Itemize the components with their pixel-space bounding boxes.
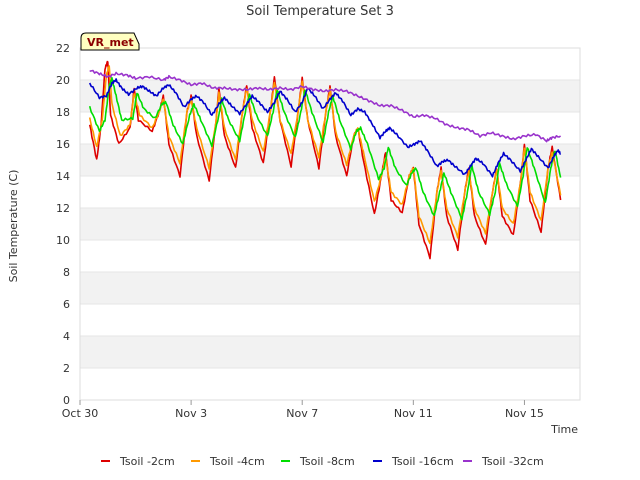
x-tick-label: Oct 30 (62, 407, 99, 420)
y-tick-label: 10 (56, 234, 70, 247)
plot-area-border (79, 47, 581, 401)
x-tick-label: Nov 3 (175, 407, 207, 420)
legend-label: Tsoil -2cm (119, 455, 175, 468)
grid-band (80, 304, 580, 336)
y-tick-label: 14 (56, 170, 70, 183)
legend-label: Tsoil -4cm (209, 455, 265, 468)
plot-background-bands (80, 48, 580, 401)
y-tick-label: 0 (63, 394, 70, 407)
series-line-tsoil-32cm (89, 69, 562, 143)
y-tick-label: 16 (56, 138, 70, 151)
y-tick-label: 4 (63, 330, 70, 343)
chart-title: Soil Temperature Set 3 (246, 4, 394, 19)
grid-band (80, 336, 580, 368)
series-line-tsoil-16cm (88, 78, 562, 178)
legend-label: Tsoil -16cm (391, 455, 454, 468)
site-tag-box (80, 32, 140, 51)
y-tick-label: 2 (63, 362, 70, 375)
y-tick-label: 18 (56, 106, 70, 119)
grid-band (80, 112, 580, 144)
y-tick-label: 6 (63, 298, 70, 311)
y-tick-label: 12 (56, 202, 70, 215)
grid-band (80, 208, 580, 240)
legend: Tsoil -2cm Tsoil -4cm Tsoil -8cm Tsoil -16c… (101, 455, 544, 468)
series-lines (88, 60, 562, 260)
x-tick-label: Nov 11 (394, 407, 433, 420)
series-line-tsoil-8cm (88, 76, 562, 221)
grid-band (80, 144, 580, 176)
y-tick-label: 20 (56, 74, 70, 87)
x-axis-label: Time (550, 423, 578, 436)
x-axis-ticks: Oct 30 Nov 3 Nov 7 Nov 11 Nov 15 (62, 400, 544, 420)
grid-band (80, 48, 580, 80)
y-axis-ticks: 0 2 4 6 8 10 12 14 16 18 20 22 (56, 42, 70, 407)
y-tick-label: 8 (63, 266, 70, 279)
x-tick-label: Nov 15 (505, 407, 544, 420)
grid-band (80, 368, 580, 400)
legend-label: Tsoil -8cm (299, 455, 355, 468)
x-tick-label: Nov 7 (286, 407, 318, 420)
site-tag: VR_met (80, 32, 140, 51)
grid-band (80, 240, 580, 272)
y-tick-label: 22 (56, 42, 70, 55)
grid-band (80, 272, 580, 304)
site-tag-label: VR_met (87, 36, 134, 49)
legend-label: Tsoil -32cm (481, 455, 544, 468)
y-axis-label: Soil Temperature (C) (7, 170, 20, 283)
